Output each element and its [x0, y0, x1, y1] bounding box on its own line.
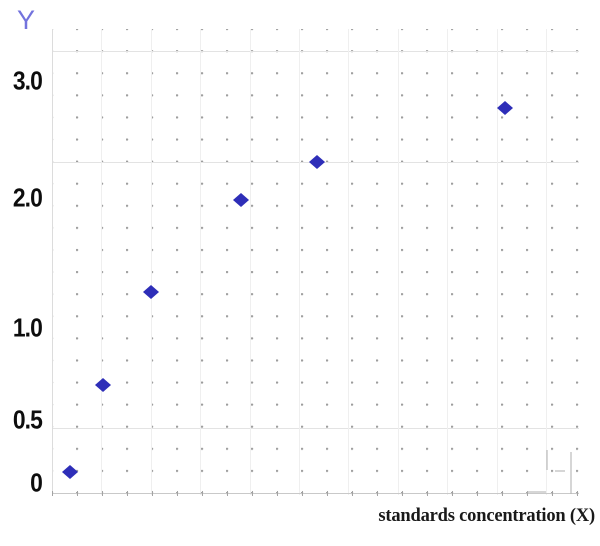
data-point-marker	[233, 193, 249, 207]
data-point-marker	[309, 155, 325, 169]
plot-area	[52, 29, 579, 495]
data-point-marker	[143, 285, 159, 299]
x-axis-title: standards concentration (X)	[378, 506, 595, 526]
x-axis-tick-marks	[52, 491, 580, 496]
y-axis-tick-label: 0.5	[12, 404, 43, 435]
data-point-marker	[62, 465, 78, 479]
y-axis-line	[52, 29, 53, 494]
y-axis-title: Y	[17, 5, 36, 35]
data-point-marker	[497, 101, 513, 115]
y-axis-tick-label: 0	[30, 467, 43, 498]
y-axis-tick-label: 2.0	[12, 182, 43, 213]
data-point-marker	[95, 378, 111, 392]
y-axis-tick-label: 1.0	[12, 312, 43, 343]
y-axis-tick-label: 3.0	[12, 65, 43, 96]
